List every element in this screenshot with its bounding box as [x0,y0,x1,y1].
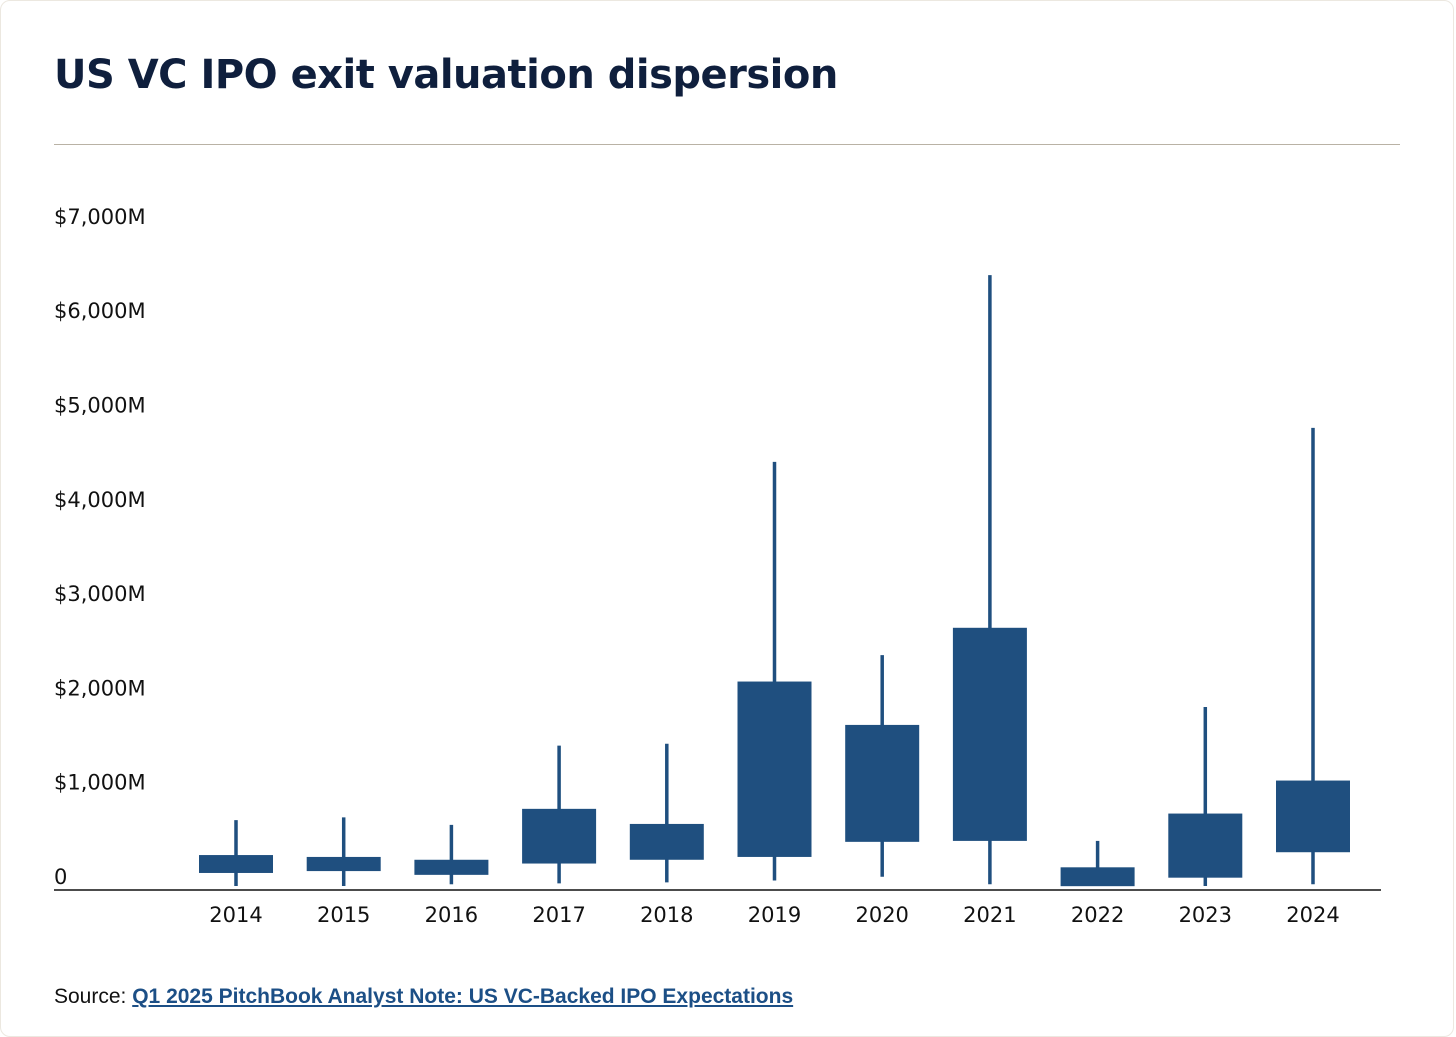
y-tick-label: $2,000M [54,676,146,700]
box-2023 [1168,813,1243,878]
source-note: Source: Q1 2025 PitchBook Analyst Note: … [54,985,793,1009]
y-tick-label: $1,000M [54,771,146,795]
box-2015 [306,856,381,872]
x-tick-label: 2024 [1286,903,1339,927]
box-2019 [737,681,812,857]
x-tick-label: 2019 [748,903,801,927]
chart-title: US VC IPO exit valuation dispersion [54,52,838,98]
source-prefix: Source: [54,985,133,1008]
x-tick-label: 2015 [317,903,370,927]
x-tick-label: 2016 [425,903,478,927]
box-2016 [414,859,489,875]
y-tick-label: $4,000M [54,488,146,512]
box-2021 [952,627,1027,841]
box-2022 [1060,867,1135,887]
source-link[interactable]: Q1 2025 PitchBook Analyst Note: US VC-Ba… [132,985,794,1008]
x-tick-label: 2023 [1179,903,1232,927]
box-2020 [845,724,920,842]
x-tick-label: 2022 [1071,903,1124,927]
box-2024 [1276,780,1350,853]
x-tick-label: 2017 [532,903,585,927]
box-2018 [629,823,704,860]
y-tick-label: $7,000M [54,205,146,229]
x-tick-label: 2021 [963,903,1016,927]
x-tick-label: 2014 [209,903,262,927]
y-tick-label: $3,000M [54,582,146,606]
title-divider [54,144,1400,145]
box-2017 [522,808,597,864]
x-tick-label: 2020 [855,903,908,927]
y-tick-label: $5,000M [54,394,146,418]
x-tick-label: 2018 [640,903,693,927]
box-2014 [199,855,273,873]
y-tick-label: $6,000M [54,299,146,323]
y-tick-label: 0 [54,865,67,889]
